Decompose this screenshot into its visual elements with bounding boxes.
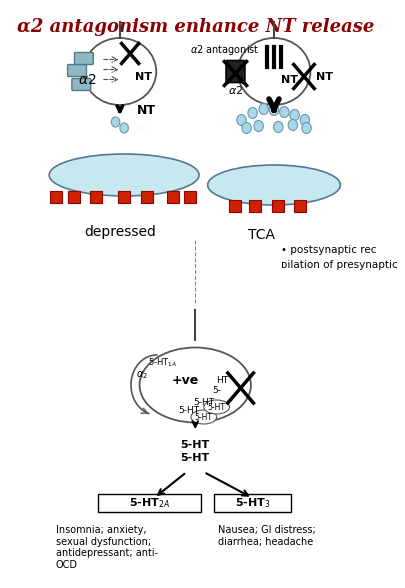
Circle shape (269, 105, 278, 115)
Circle shape (111, 117, 119, 127)
Text: NT: NT (136, 103, 156, 116)
Circle shape (236, 115, 245, 125)
Text: $\alpha$2: $\alpha$2 (227, 83, 243, 95)
Bar (68, 191, 80, 203)
Text: • postsynaptic rec: • postsynaptic rec (280, 245, 375, 255)
Bar (183, 191, 196, 203)
Ellipse shape (190, 410, 216, 424)
Bar (141, 191, 153, 203)
Text: +ve: +ve (171, 373, 198, 386)
Ellipse shape (83, 38, 156, 105)
Bar (98, 494, 201, 512)
Text: $\alpha$2 antagonist: $\alpha$2 antagonist (189, 42, 258, 56)
FancyBboxPatch shape (226, 61, 244, 82)
Text: 5-HT$_{1A}$: 5-HT$_{1A}$ (148, 356, 177, 369)
Circle shape (119, 123, 128, 133)
Circle shape (253, 121, 263, 132)
Circle shape (288, 119, 297, 131)
Circle shape (279, 106, 288, 118)
Text: TCA: TCA (247, 228, 274, 242)
Bar (293, 200, 305, 212)
Text: $\alpha$2: $\alpha$2 (78, 72, 96, 86)
FancyBboxPatch shape (68, 65, 86, 76)
Text: depressed: depressed (84, 225, 156, 239)
Bar (166, 191, 179, 203)
Text: 5-HT: 5-HT (193, 398, 214, 407)
Bar (49, 191, 62, 203)
Text: $\alpha_2$: $\alpha_2$ (136, 369, 148, 381)
Text: Insomnia; anxiety,
sexual dysfunction;
antidepressant; anti-
OCD: Insomnia; anxiety, sexual dysfunction; a… (55, 525, 158, 570)
Bar (229, 200, 241, 212)
Ellipse shape (139, 348, 250, 423)
Bar (118, 191, 130, 203)
FancyBboxPatch shape (72, 79, 90, 91)
FancyBboxPatch shape (74, 52, 93, 65)
Bar (213, 494, 290, 512)
Text: 5-HT$_{2A}$: 5-HT$_{2A}$ (129, 496, 170, 510)
Text: Nausea; GI distress;
diarrhea; headache: Nausea; GI distress; diarrhea; headache (218, 525, 315, 547)
Bar (272, 200, 283, 212)
Circle shape (299, 115, 309, 125)
Text: ᴅilation of presynaptic: ᴅilation of presynaptic (280, 260, 396, 270)
Circle shape (241, 122, 251, 133)
Circle shape (258, 103, 268, 115)
Ellipse shape (203, 400, 229, 414)
Circle shape (273, 122, 282, 132)
Text: 5-HT: 5-HT (180, 453, 209, 463)
Ellipse shape (237, 38, 310, 105)
Bar (90, 191, 102, 203)
Text: NT: NT (135, 72, 152, 82)
Text: 5-: 5- (211, 386, 221, 395)
Circle shape (301, 122, 311, 133)
Text: 5-HT: 5-HT (207, 403, 225, 412)
Text: 5-HT: 5-HT (177, 406, 198, 415)
Bar (249, 200, 260, 212)
Text: α2 antagonism enhance NT release: α2 antagonism enhance NT release (17, 18, 373, 36)
Text: HT: HT (216, 376, 228, 385)
Text: 5-HT: 5-HT (180, 440, 209, 450)
Circle shape (289, 109, 298, 121)
Text: 5-HT: 5-HT (194, 413, 212, 422)
Text: NT: NT (280, 75, 297, 85)
Text: 5-HT$_3$: 5-HT$_3$ (234, 496, 270, 510)
Ellipse shape (207, 165, 339, 205)
Text: NT: NT (315, 72, 332, 82)
Circle shape (247, 108, 257, 119)
Ellipse shape (49, 154, 198, 196)
